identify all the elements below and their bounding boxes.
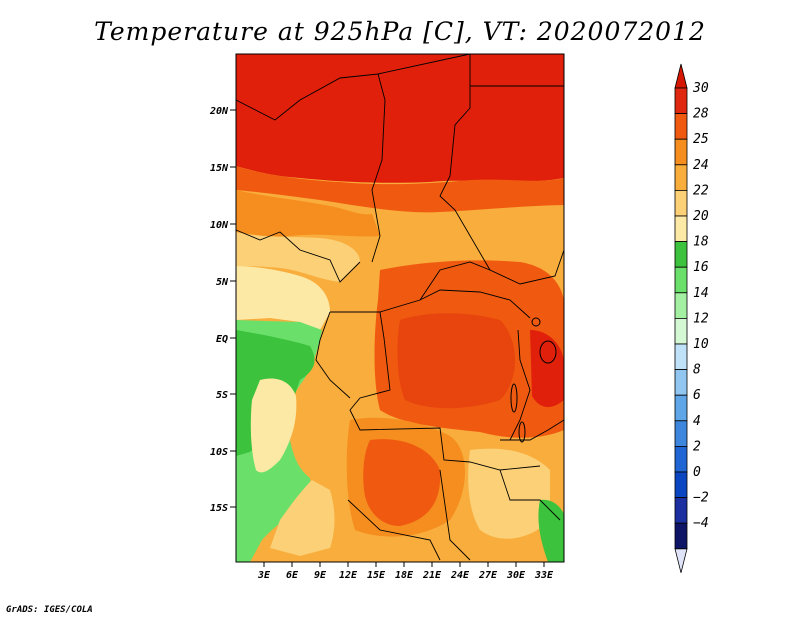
colorbar-swatch xyxy=(674,471,688,499)
lon-label-30e: 30E xyxy=(506,570,526,581)
lat-label-5n: 5N xyxy=(216,277,229,288)
colorbar-swatch xyxy=(674,522,688,550)
colorbar-swatch xyxy=(674,215,688,243)
colorbar-swatch xyxy=(674,394,688,422)
lon-label-33e: 33E xyxy=(534,570,554,581)
colorbar-label: 22 xyxy=(693,183,709,198)
colorbar-label: 18 xyxy=(693,235,709,250)
colorbar-label: 30 xyxy=(692,81,709,96)
colorbar-swatch xyxy=(674,497,688,524)
colorbar-label: 0 xyxy=(693,465,701,480)
lon-label-18e: 18E xyxy=(395,570,414,581)
temperature-map xyxy=(235,53,565,563)
colorbar-swatch xyxy=(674,317,688,345)
colorbar-label: 14 xyxy=(693,286,709,301)
lat-label-15s: 15S xyxy=(210,503,228,514)
lon-label-3e: 3E xyxy=(257,570,271,581)
lat-label-5s: 5S xyxy=(216,390,228,401)
colorbar-swatch xyxy=(674,113,688,140)
colorbar-swatch xyxy=(674,189,688,217)
lon-label-21e: 21E xyxy=(422,570,442,581)
lat-label-20n: 20N xyxy=(209,106,229,117)
lon-label-27e: 27E xyxy=(478,570,498,581)
colorbar-label: 28 xyxy=(693,107,709,122)
colorbar-swatch xyxy=(674,138,688,166)
colorbar-label: 10 xyxy=(693,337,709,352)
colorbar-swatch xyxy=(674,87,688,115)
colorbar-bottom-arrow xyxy=(674,548,688,573)
colorbar-label: 24 xyxy=(693,158,709,173)
colorbar-swatch xyxy=(674,164,688,191)
colorbar-label: 4 xyxy=(693,414,701,429)
colorbar-swatch xyxy=(674,343,688,371)
credit-label: GrADS: IGES/COLA xyxy=(6,605,93,615)
colorbar-label: 8 xyxy=(693,363,701,378)
colorbar-label: 25 xyxy=(693,132,709,147)
lon-label-6e: 6E xyxy=(286,570,299,581)
figure-title: Temperature at 925hPa [C], VT: 202007201… xyxy=(94,17,706,46)
colorbar-swatch xyxy=(674,369,688,396)
colorbar-label: 6 xyxy=(693,388,701,403)
lon-label-12e: 12E xyxy=(339,570,358,581)
colorbar-label: 20 xyxy=(693,209,709,224)
colorbar-label: −2 xyxy=(693,491,709,506)
colorbar-swatch xyxy=(674,292,688,319)
colorbar-label: 2 xyxy=(693,439,701,454)
latitude-axis: 20N 15N 10N 5N EQ 5S 10S 15S xyxy=(209,106,236,514)
colorbar-label: 12 xyxy=(693,311,709,326)
colorbar-swatch xyxy=(674,241,688,268)
lat-label-15n: 15N xyxy=(210,163,229,174)
lat-label-10n: 10N xyxy=(210,220,229,231)
lon-label-15e: 15E xyxy=(367,570,386,581)
lon-label-24e: 24E xyxy=(450,570,470,581)
colorbar-label: −4 xyxy=(693,516,709,531)
colorbar-label: 16 xyxy=(693,260,709,275)
colorbar-swatch xyxy=(674,420,688,447)
colorbar-swatch xyxy=(674,266,688,294)
lat-label-eq: EQ xyxy=(216,334,228,345)
colorbar-top-arrow xyxy=(674,63,688,89)
colorbar-swatch xyxy=(674,445,688,473)
longitude-axis: 3E 6E 9E 12E 15E 18E 21E 24E 27E 30E 33E xyxy=(257,562,554,581)
lon-label-9e: 9E xyxy=(314,570,327,581)
lat-label-10s: 10S xyxy=(210,447,228,458)
